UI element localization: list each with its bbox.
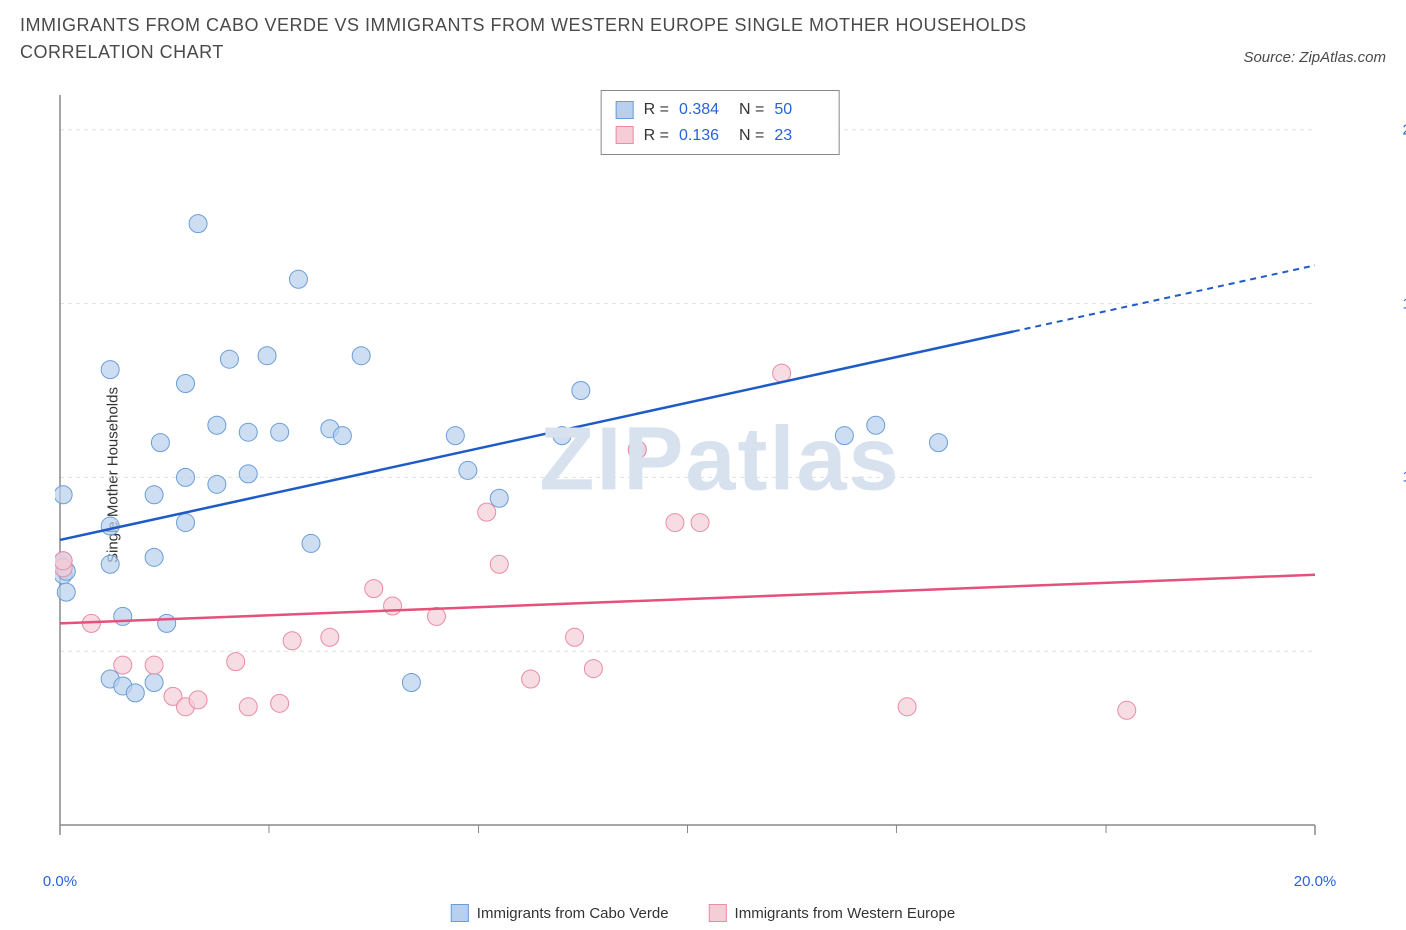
- bottom-legend-item: Immigrants from Cabo Verde: [451, 904, 669, 922]
- stats-r-value: 0.384: [679, 97, 729, 123]
- stats-n-value: 23: [774, 123, 824, 149]
- legend-swatch: [616, 101, 634, 119]
- legend-label: Immigrants from Cabo Verde: [477, 905, 669, 922]
- legend-swatch: [709, 904, 727, 922]
- stats-n-value: 50: [774, 97, 824, 123]
- stats-row: R = 0.384 N = 50: [616, 97, 825, 123]
- stats-r-label: R =: [644, 97, 669, 123]
- chart-container: Single Mother Households ZIPatlas R = 0.…: [55, 90, 1385, 860]
- x-tick-label: 20.0%: [1294, 873, 1337, 890]
- bottom-legend-item: Immigrants from Western Europe: [709, 904, 956, 922]
- stats-row: R = 0.136 N = 23: [616, 123, 825, 149]
- stats-n-label: N =: [739, 97, 764, 123]
- stats-r-value: 0.136: [679, 123, 729, 149]
- legend-label: Immigrants from Western Europe: [735, 905, 956, 922]
- chart-title: IMMIGRANTS FROM CABO VERDE VS IMMIGRANTS…: [20, 12, 1120, 66]
- scatter-plot: [55, 90, 1385, 860]
- source-attribution: Source: ZipAtlas.com: [1243, 49, 1386, 66]
- y-tick-label: 15.0%: [1402, 295, 1406, 312]
- stats-n-label: N =: [739, 123, 764, 149]
- stats-r-label: R =: [644, 123, 669, 149]
- y-tick-label: 20.0%: [1402, 121, 1406, 138]
- y-tick-label: 10.0%: [1402, 469, 1406, 486]
- chart-header: IMMIGRANTS FROM CABO VERDE VS IMMIGRANTS…: [0, 0, 1406, 74]
- x-tick-label: 0.0%: [43, 873, 77, 890]
- bottom-legend: Immigrants from Cabo Verde Immigrants fr…: [451, 904, 955, 922]
- legend-swatch: [616, 126, 634, 144]
- stats-legend-box: R = 0.384 N = 50 R = 0.136 N = 23: [601, 90, 840, 155]
- legend-swatch: [451, 904, 469, 922]
